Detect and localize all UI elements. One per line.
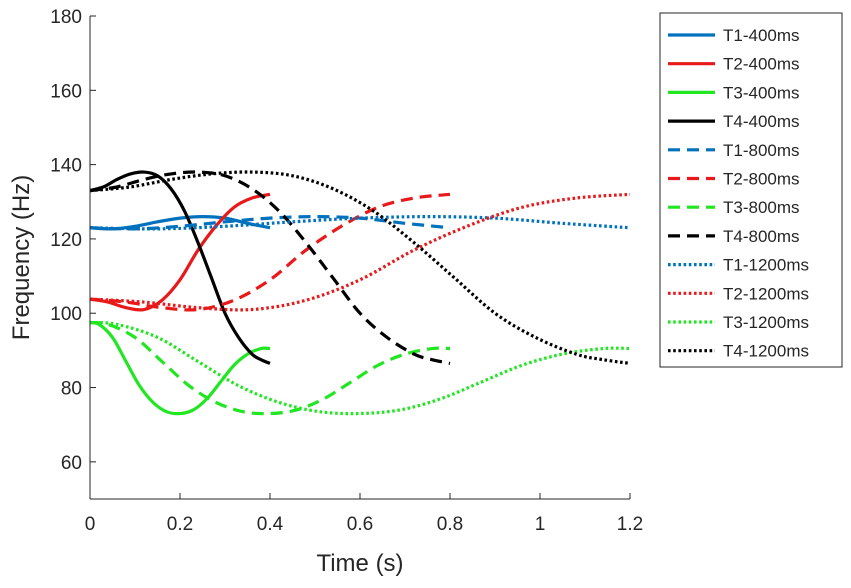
- y-tick-label: 100: [50, 304, 82, 325]
- x-tick-label: 0.2: [167, 514, 193, 535]
- y-tick-label: 60: [61, 453, 82, 474]
- series-line-t2-800ms: [89, 192, 451, 312]
- legend-label-t3-400ms: T3-400ms: [723, 83, 800, 102]
- legend-label-t2-1200ms: T2-1200ms: [723, 284, 809, 303]
- series-line-t3-800ms: [89, 320, 451, 416]
- legend-label-t4-400ms: T4-400ms: [723, 112, 800, 131]
- y-tick-label: 160: [50, 81, 82, 102]
- series-line-t1-1200ms: [89, 215, 631, 231]
- x-axis-title: Time (s): [316, 550, 403, 577]
- legend-label-t1-800ms: T1-800ms: [723, 141, 800, 160]
- y-tick-label: 140: [50, 156, 82, 177]
- legend-label-t3-800ms: T3-800ms: [723, 198, 800, 217]
- legend-label-t4-1200ms: T4-1200ms: [723, 342, 809, 361]
- axes: 0 0.2 0.4 0.6 0.8 1 1.2 60 80 100 120 140 160 180 Time…: [8, 7, 643, 577]
- legend: T1-400ms T2-400ms T3-400ms T4-400ms T1-800ms…: [659, 12, 843, 368]
- legend-label-t2-800ms: T2-800ms: [723, 170, 800, 189]
- legend-label-t1-400ms: T1-400ms: [723, 26, 800, 45]
- legend-label-t3-1200ms: T3-1200ms: [723, 313, 809, 332]
- series-line-t4-800ms: [89, 170, 451, 365]
- x-tick-label: 0: [85, 514, 96, 535]
- legend-label-t4-800ms: T4-800ms: [723, 227, 800, 246]
- y-tick-label: 80: [61, 379, 82, 400]
- series-line-t2-400ms: [89, 192, 271, 312]
- x-tick-label: 0.8: [437, 514, 463, 535]
- y-axis-title: Frequency (Hz): [8, 175, 35, 340]
- y-tick-label: 120: [50, 230, 82, 251]
- series-line-t4-400ms: [89, 170, 271, 365]
- plot-lines: [89, 170, 631, 416]
- x-tick-label: 0.6: [347, 514, 373, 535]
- x-tick-label: 1.2: [617, 514, 643, 535]
- series-line-t2-1200ms: [89, 192, 631, 312]
- legend-label-t1-1200ms: T1-1200ms: [723, 256, 809, 275]
- series-line-t3-1200ms: [89, 320, 631, 416]
- x-tick-label: 1: [535, 514, 546, 535]
- y-tick-label: 180: [50, 7, 82, 28]
- x-tick-label: 0.4: [257, 514, 284, 535]
- legend-label-t2-400ms: T2-400ms: [723, 55, 800, 74]
- series-line-t4-1200ms: [89, 170, 631, 365]
- legend-box: [659, 12, 843, 368]
- series-line-t3-400ms: [89, 320, 271, 416]
